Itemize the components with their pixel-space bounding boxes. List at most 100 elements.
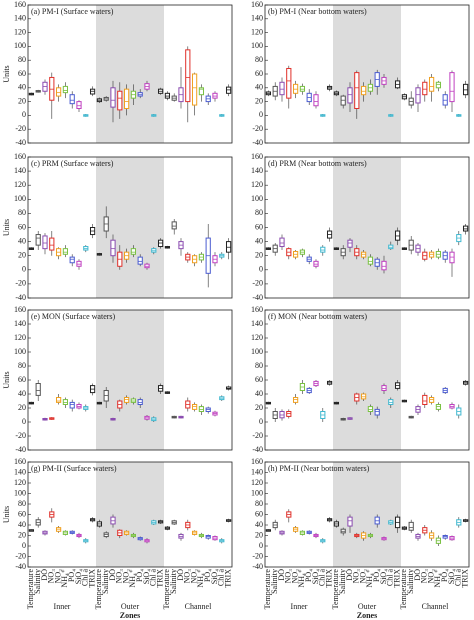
y-tick-label: 100 (251, 488, 263, 497)
y-tick-label: 0 (22, 417, 26, 426)
y-tick-label: 160 (14, 305, 26, 314)
x-tick-label: SiO₄ (210, 569, 219, 584)
box (435, 81, 442, 89)
y-tick-label: 40 (255, 389, 263, 398)
y-tick-label: 120 (14, 27, 26, 36)
y-tick-label: -40 (15, 138, 26, 147)
y-tick-label: 80 (18, 55, 26, 64)
box (422, 394, 428, 405)
y-tick-label: -40 (252, 293, 263, 302)
x-tick-label: NO₃ (284, 569, 293, 584)
box (62, 85, 69, 94)
box (449, 72, 455, 103)
x-tick-label: PO₄ (440, 569, 449, 582)
box (110, 239, 116, 257)
y-tick-label: 100 (14, 41, 26, 50)
y-tick-label: 140 (14, 319, 26, 328)
zone-shade (96, 310, 164, 450)
y-tick-label: 160 (251, 0, 263, 9)
box (279, 81, 285, 96)
y-tick-label: 80 (255, 208, 263, 217)
x-tick-label: Salinity (33, 569, 42, 594)
box (428, 76, 435, 92)
x-tick-label: DO (345, 569, 354, 581)
box (35, 383, 41, 396)
x-tick-label: TRIX (87, 569, 96, 588)
y-tick-label: -40 (15, 562, 26, 571)
panel-title: (g) PM-II (Surface waters) (31, 464, 117, 473)
zone-shade (333, 462, 401, 567)
y-tick-label: -20 (252, 279, 263, 288)
x-tick-label: Temperature (399, 569, 408, 610)
x-tick-label: DO (413, 569, 422, 581)
y-tick-label: 160 (14, 457, 26, 466)
box (69, 256, 75, 264)
x-tick-label: NO₃ (420, 569, 429, 584)
x-tick-label: Chl a (454, 569, 463, 587)
x-tick-label: PO₄ (372, 569, 381, 582)
y-tick-label: 160 (251, 457, 263, 466)
x-tick-label: DO (176, 569, 185, 581)
panel-title: (b) PM-I (Near bottom waters) (268, 7, 367, 16)
y-tick-label: 40 (18, 520, 26, 529)
x-tick-label: NO₃ (47, 569, 56, 584)
y-tick-label: 60 (18, 375, 26, 384)
x-tick-label: Salinity (169, 569, 178, 594)
y-tick-label: 100 (14, 347, 26, 356)
y-tick-label: 100 (14, 194, 26, 203)
y-tick-label: 120 (251, 180, 263, 189)
x-tick-label: NH₄⁺ (128, 569, 137, 588)
box (69, 94, 75, 105)
x-tick-label: Salinity (101, 569, 110, 594)
x-tick-label: Chl a (386, 569, 395, 587)
panel-title: (c) PRM (Surface waters) (31, 159, 114, 168)
y-tick-label: 120 (14, 333, 26, 342)
panel-title: (e) MON (Surface waters) (31, 312, 116, 321)
y-tick-label: 0 (259, 417, 263, 426)
box (313, 94, 319, 107)
box (367, 256, 374, 265)
y-axis-label: Units (2, 506, 11, 523)
x-tick-label: SiO₄ (379, 569, 388, 584)
box (279, 237, 285, 248)
x-tick-label: Temperature (263, 569, 272, 610)
y-tick-label: -20 (252, 431, 263, 440)
y-tick-label: 160 (14, 152, 26, 161)
y-tick-label: 40 (18, 236, 26, 245)
x-tick-label: SiO₄ (311, 569, 320, 584)
box (55, 397, 62, 403)
box (117, 90, 123, 111)
box (286, 67, 292, 99)
y-tick-label: 80 (18, 499, 26, 508)
box (422, 81, 428, 96)
x-tick-label: NH₄⁺ (365, 569, 374, 588)
y-tick-label: -20 (15, 279, 26, 288)
zone-label: Outer (358, 602, 377, 611)
box (185, 49, 191, 103)
y-tick-label: 160 (251, 152, 263, 161)
y-tick-label: 40 (255, 83, 263, 92)
y-tick-label: 140 (251, 166, 263, 175)
x-tick-label: DO (40, 569, 49, 581)
x-tick-label: NH₄⁺ (60, 569, 69, 588)
box (198, 87, 205, 96)
y-axis-label: Units (2, 371, 11, 388)
y-tick-label: 140 (251, 14, 263, 23)
y-tick-label: 140 (14, 166, 26, 175)
zone-shade (96, 5, 164, 143)
x-tick-label: SiO₄ (142, 569, 151, 584)
x-tick-label: SiO₄ (447, 569, 456, 584)
y-tick-label: 60 (255, 222, 263, 231)
y-tick-label: 160 (251, 305, 263, 314)
y-tick-label: -20 (15, 124, 26, 133)
y-tick-label: 140 (14, 467, 26, 476)
y-tick-label: 60 (255, 375, 263, 384)
x-axis-label: Zones (120, 611, 140, 620)
y-tick-label: 0 (259, 110, 263, 119)
panel-title: (a) PM-I (Surface waters) (31, 7, 114, 16)
y-tick-label: 100 (14, 488, 26, 497)
x-tick-label: Temperature (162, 569, 171, 610)
x-tick-label: Chl a (318, 569, 327, 587)
y-tick-label: 20 (255, 530, 263, 539)
box (191, 73, 198, 106)
